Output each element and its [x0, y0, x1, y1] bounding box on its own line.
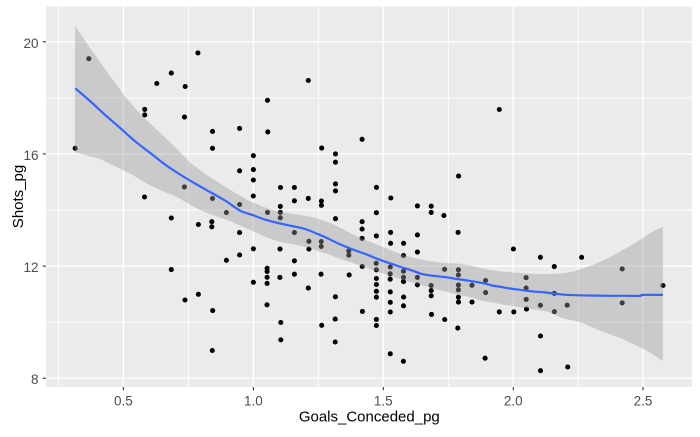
svg-text:16: 16	[23, 148, 38, 163]
svg-text:8: 8	[31, 372, 39, 387]
svg-text:0.5: 0.5	[114, 394, 133, 409]
svg-text:1.0: 1.0	[244, 394, 263, 409]
svg-text:1.5: 1.5	[374, 394, 393, 409]
svg-text:Goals_Conceded_pg: Goals_Conceded_pg	[299, 408, 440, 425]
svg-text:2.0: 2.0	[504, 394, 523, 409]
svg-text:20: 20	[23, 36, 38, 51]
svg-text:2.5: 2.5	[634, 394, 653, 409]
svg-text:Shots_pg: Shots_pg	[10, 165, 27, 228]
svg-text:12: 12	[23, 260, 38, 275]
